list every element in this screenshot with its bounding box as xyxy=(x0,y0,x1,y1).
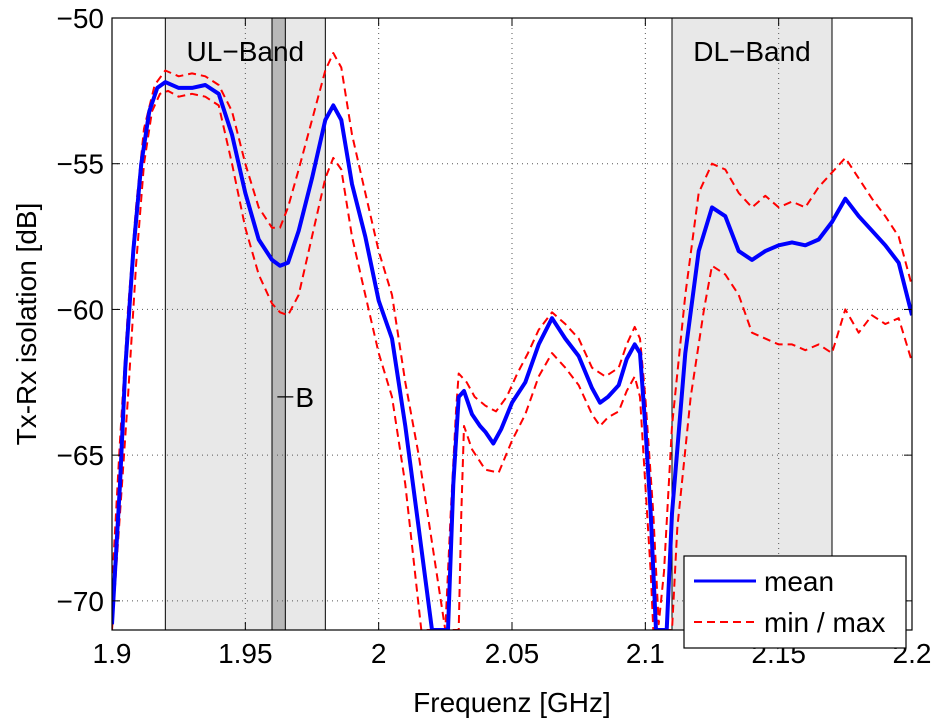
y-tick-label-2: −60 xyxy=(57,294,105,325)
y-tick-label-1: −55 xyxy=(57,149,105,180)
grid-layer xyxy=(112,18,912,630)
series-line-2-min xyxy=(112,89,912,630)
series-layer xyxy=(112,52,912,630)
y-tick-label-0: −50 xyxy=(57,3,105,34)
legend-minmax-label: min / max xyxy=(764,607,885,638)
legend-mean-label: mean xyxy=(764,566,834,597)
marker-band-region xyxy=(272,18,286,630)
x-tick-label-4: 2.1 xyxy=(626,638,665,669)
marker-band-label: B xyxy=(295,382,314,413)
series-line-0-mean xyxy=(112,80,912,630)
series-line-1-min-max xyxy=(112,52,912,630)
x-tick-label-1: 1.95 xyxy=(218,638,273,669)
x-tick-label-3: 2.05 xyxy=(485,638,540,669)
labels-layer: UL−Band DL−Band B xyxy=(187,36,811,413)
x-axis-title: Frequenz [GHz] xyxy=(413,687,611,718)
band-label-1: DL−Band xyxy=(693,36,811,67)
legend-box xyxy=(683,555,907,649)
y-tick-label-3: −65 xyxy=(57,440,105,471)
band-label-0: UL−Band xyxy=(187,36,305,67)
ticks-layer: 1.9 1.95 2 2.05 2.1 2.15 2.2−50−55−60−65−70 xyxy=(57,3,932,669)
y-axis-title: Tx-Rx isolation [dB] xyxy=(11,203,42,446)
legend: mean min / max xyxy=(683,555,907,649)
band-region-1 xyxy=(672,18,832,630)
x-tick-label-0: 1.9 xyxy=(93,638,132,669)
x-tick-label-2: 2 xyxy=(371,638,387,669)
y-tick-label-4: −70 xyxy=(57,586,105,617)
